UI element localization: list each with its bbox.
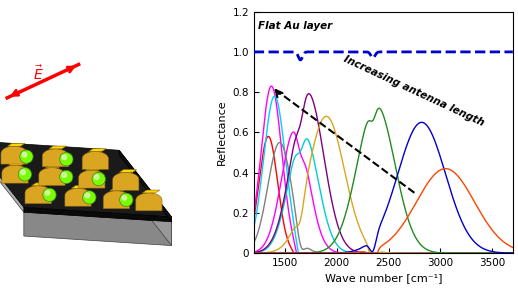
Circle shape (62, 173, 67, 177)
Polygon shape (24, 207, 171, 222)
Polygon shape (8, 162, 26, 165)
Polygon shape (119, 150, 171, 222)
Polygon shape (24, 212, 171, 246)
Polygon shape (142, 190, 160, 193)
Polygon shape (49, 146, 66, 149)
Polygon shape (85, 167, 103, 170)
Circle shape (18, 168, 32, 181)
Y-axis label: Reflectance: Reflectance (217, 100, 227, 165)
Polygon shape (136, 193, 162, 211)
Text: Increasing antenna length: Increasing antenna length (342, 54, 485, 128)
Circle shape (22, 152, 27, 157)
Circle shape (62, 155, 67, 159)
Polygon shape (0, 146, 171, 222)
Polygon shape (103, 191, 130, 209)
Circle shape (43, 188, 56, 202)
Polygon shape (2, 165, 28, 183)
Polygon shape (65, 188, 91, 206)
Circle shape (94, 175, 99, 179)
Polygon shape (1, 146, 27, 164)
Polygon shape (79, 170, 105, 188)
Circle shape (85, 193, 90, 198)
Circle shape (122, 196, 126, 200)
Polygon shape (82, 152, 108, 169)
Polygon shape (25, 186, 51, 204)
Circle shape (83, 191, 96, 204)
Polygon shape (0, 141, 171, 217)
Circle shape (60, 152, 73, 166)
Polygon shape (113, 173, 139, 190)
Text: $\vec{E}$: $\vec{E}$ (33, 65, 44, 83)
Polygon shape (71, 185, 89, 188)
Circle shape (92, 172, 106, 186)
Polygon shape (119, 155, 171, 246)
Polygon shape (42, 149, 68, 167)
Circle shape (45, 191, 50, 195)
Polygon shape (32, 183, 49, 186)
Text: Flat Au layer: Flat Au layer (258, 21, 332, 31)
Polygon shape (89, 149, 106, 151)
Polygon shape (46, 165, 63, 168)
X-axis label: Wave number [cm⁻¹]: Wave number [cm⁻¹] (325, 274, 442, 284)
Circle shape (20, 150, 33, 163)
Polygon shape (110, 188, 127, 191)
Polygon shape (39, 168, 65, 186)
Polygon shape (119, 170, 137, 173)
Circle shape (60, 170, 73, 184)
Polygon shape (7, 143, 25, 146)
Circle shape (21, 170, 25, 175)
Circle shape (120, 193, 133, 207)
